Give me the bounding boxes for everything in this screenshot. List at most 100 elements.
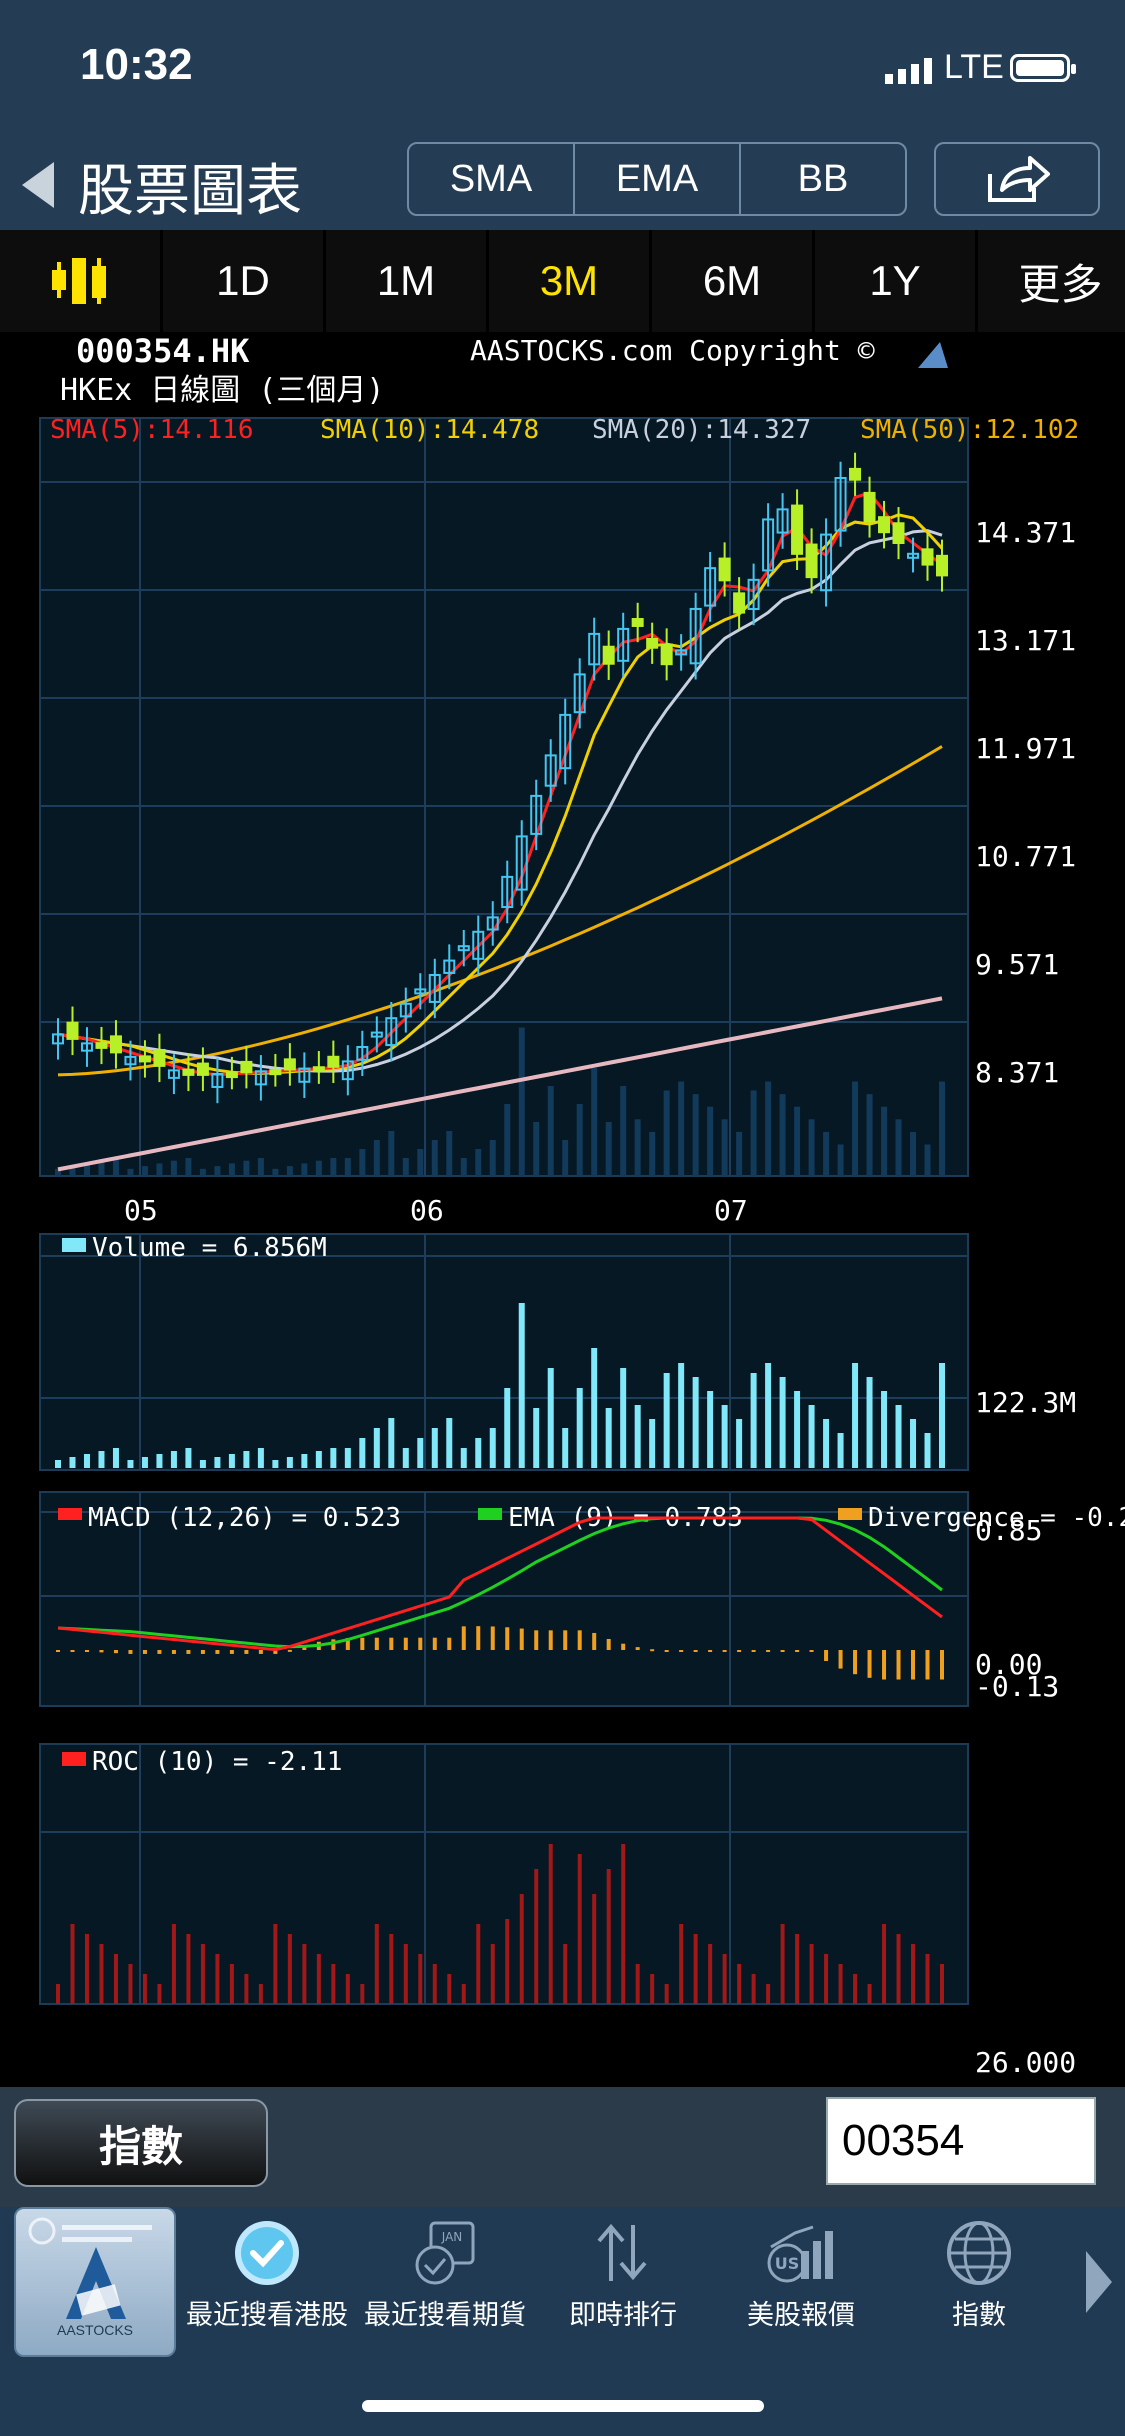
background-volume-bar	[910, 1131, 917, 1176]
tab-recent-futures[interactable]: JAN 最近搜看期貨	[356, 2207, 534, 2357]
roc-bar	[722, 1954, 727, 2004]
candle-body	[805, 543, 818, 579]
volume-bar	[678, 1363, 685, 1468]
svg-text:US: US	[775, 2254, 800, 2273]
tab-us-stock-quotes[interactable]: US 美股報價	[712, 2207, 890, 2357]
roc-bar	[258, 1984, 263, 2004]
macd-tick-label: -0.13	[975, 1670, 1059, 1703]
background-volume-bar	[214, 1166, 221, 1176]
volume-bar	[141, 1457, 148, 1468]
volume-bar	[112, 1448, 119, 1468]
background-volume-bar	[620, 1086, 627, 1176]
candle-body	[66, 1021, 79, 1040]
tab-label: 美股報價	[747, 2300, 855, 2331]
price-tick-label: 11.971	[975, 732, 1076, 765]
background-volume-bar	[185, 1158, 192, 1176]
volume-bar	[750, 1373, 757, 1468]
up-down-arrows-icon	[597, 2223, 647, 2281]
macd-histogram-bar	[722, 1650, 727, 1652]
svg-text:JAN: JAN	[441, 2230, 463, 2244]
volume-bar	[257, 1448, 264, 1468]
candle-body	[878, 516, 891, 534]
chevron-right-icon[interactable]	[1084, 2247, 1114, 2317]
roc-bar	[751, 1974, 756, 2004]
background-volume-bar	[55, 1168, 61, 1176]
tab-label: 最近搜看港股	[186, 2300, 348, 2331]
roc-bar	[389, 1934, 394, 2004]
candle-body	[225, 1072, 238, 1079]
macd-histogram-bar	[273, 1650, 278, 1654]
background-volume-bar	[431, 1140, 438, 1176]
background-volume-bar	[721, 1119, 728, 1176]
macd-histogram-bar	[215, 1650, 220, 1654]
candle-body	[762, 518, 775, 572]
copyright-label: AASTOCKS.com Copyright ©	[470, 334, 875, 367]
tab-live-ranking[interactable]: 即時排行	[534, 2207, 712, 2357]
roc-bar	[84, 1934, 89, 2004]
roc-bar	[809, 1944, 814, 2004]
tab-index[interactable]: 指數	[890, 2207, 1068, 2357]
checkmark-circle-icon	[235, 2221, 299, 2285]
tab-ema[interactable]: EMA	[575, 144, 741, 214]
period-1m[interactable]: 1M	[326, 230, 489, 332]
volume-bar	[243, 1451, 250, 1468]
volume-bar	[69, 1457, 76, 1468]
back-arrow-icon[interactable]	[18, 158, 58, 212]
macd-histogram-bar	[838, 1650, 843, 1669]
candle-body	[660, 643, 673, 666]
background-volume-bar	[156, 1163, 163, 1176]
chart-type-button[interactable]	[0, 230, 163, 332]
background-volume-bar	[663, 1090, 670, 1176]
volume-bar	[83, 1454, 90, 1468]
volume-bar	[634, 1405, 641, 1468]
period-selector: 1D 1M 3M 6M 1Y 更多	[0, 230, 1125, 332]
share-button[interactable]	[934, 142, 1100, 216]
tab-recent-hk-stocks[interactable]: 最近搜看港股	[178, 2207, 356, 2357]
period-6m[interactable]: 6M	[652, 230, 815, 332]
bottom-tab-bar: AASTOCKS 最近搜看港股 JAN 最近搜看期貨 即時排行	[0, 2207, 1125, 2436]
stock-chart[interactable]: 000354.HK AASTOCKS.com Copyright © HKEx …	[0, 332, 1125, 2087]
macd-tick-label: 0.00	[975, 1648, 1042, 1681]
calendar-check-icon: JAN	[415, 2221, 475, 2285]
candle-body	[631, 617, 644, 627]
candle-body	[733, 592, 746, 614]
period-1y[interactable]: 1Y	[815, 230, 978, 332]
roc-bar	[563, 1944, 568, 2004]
period-3m[interactable]: 3M	[489, 230, 652, 332]
index-button[interactable]: 指數	[14, 2099, 268, 2187]
volume-bar	[475, 1438, 482, 1468]
stock-code-input[interactable]: 00354	[826, 2097, 1096, 2185]
volume-bar	[402, 1448, 409, 1468]
volume-bar	[924, 1433, 931, 1468]
sma-legend-item: SMA(20):14.327	[592, 415, 811, 445]
macd-legend-swatch	[478, 1508, 502, 1520]
background-volume-bar	[460, 1158, 467, 1176]
volume-bar	[663, 1373, 670, 1468]
roc-bar	[708, 1944, 713, 2004]
roc-bar	[360, 1984, 365, 2004]
volume-bar	[866, 1377, 873, 1468]
candle-body	[428, 973, 441, 1003]
tab-sma[interactable]: SMA	[409, 144, 575, 214]
candle-body	[849, 467, 862, 481]
period-1d[interactable]: 1D	[163, 230, 326, 332]
volume-bar	[562, 1428, 569, 1468]
month-label: 07	[714, 1194, 748, 1227]
macd-histogram-bar	[577, 1630, 582, 1650]
roc-bar	[244, 1974, 249, 2004]
battery-icon	[1010, 54, 1076, 82]
background-volume-bar	[794, 1106, 801, 1176]
macd-legend-swatch	[58, 1508, 82, 1520]
aastocks-logo-tab[interactable]: AASTOCKS	[14, 2207, 176, 2357]
candle-body	[124, 1055, 137, 1066]
roc-bar	[635, 1964, 640, 2004]
candle-body	[269, 1069, 282, 1076]
period-more[interactable]: 更多	[978, 230, 1125, 332]
tab-bb[interactable]: BB	[797, 157, 849, 200]
roc-bar	[824, 1954, 829, 2004]
volume-bar	[315, 1451, 322, 1468]
candle-body	[921, 548, 934, 566]
background-volume-bar	[518, 1027, 525, 1176]
volume-bar	[228, 1454, 235, 1468]
macd-panel	[39, 1491, 969, 1707]
